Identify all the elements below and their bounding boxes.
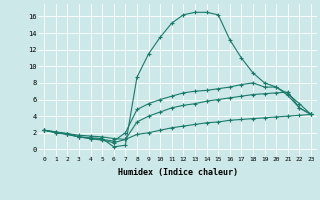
X-axis label: Humidex (Indice chaleur): Humidex (Indice chaleur) — [118, 168, 238, 177]
